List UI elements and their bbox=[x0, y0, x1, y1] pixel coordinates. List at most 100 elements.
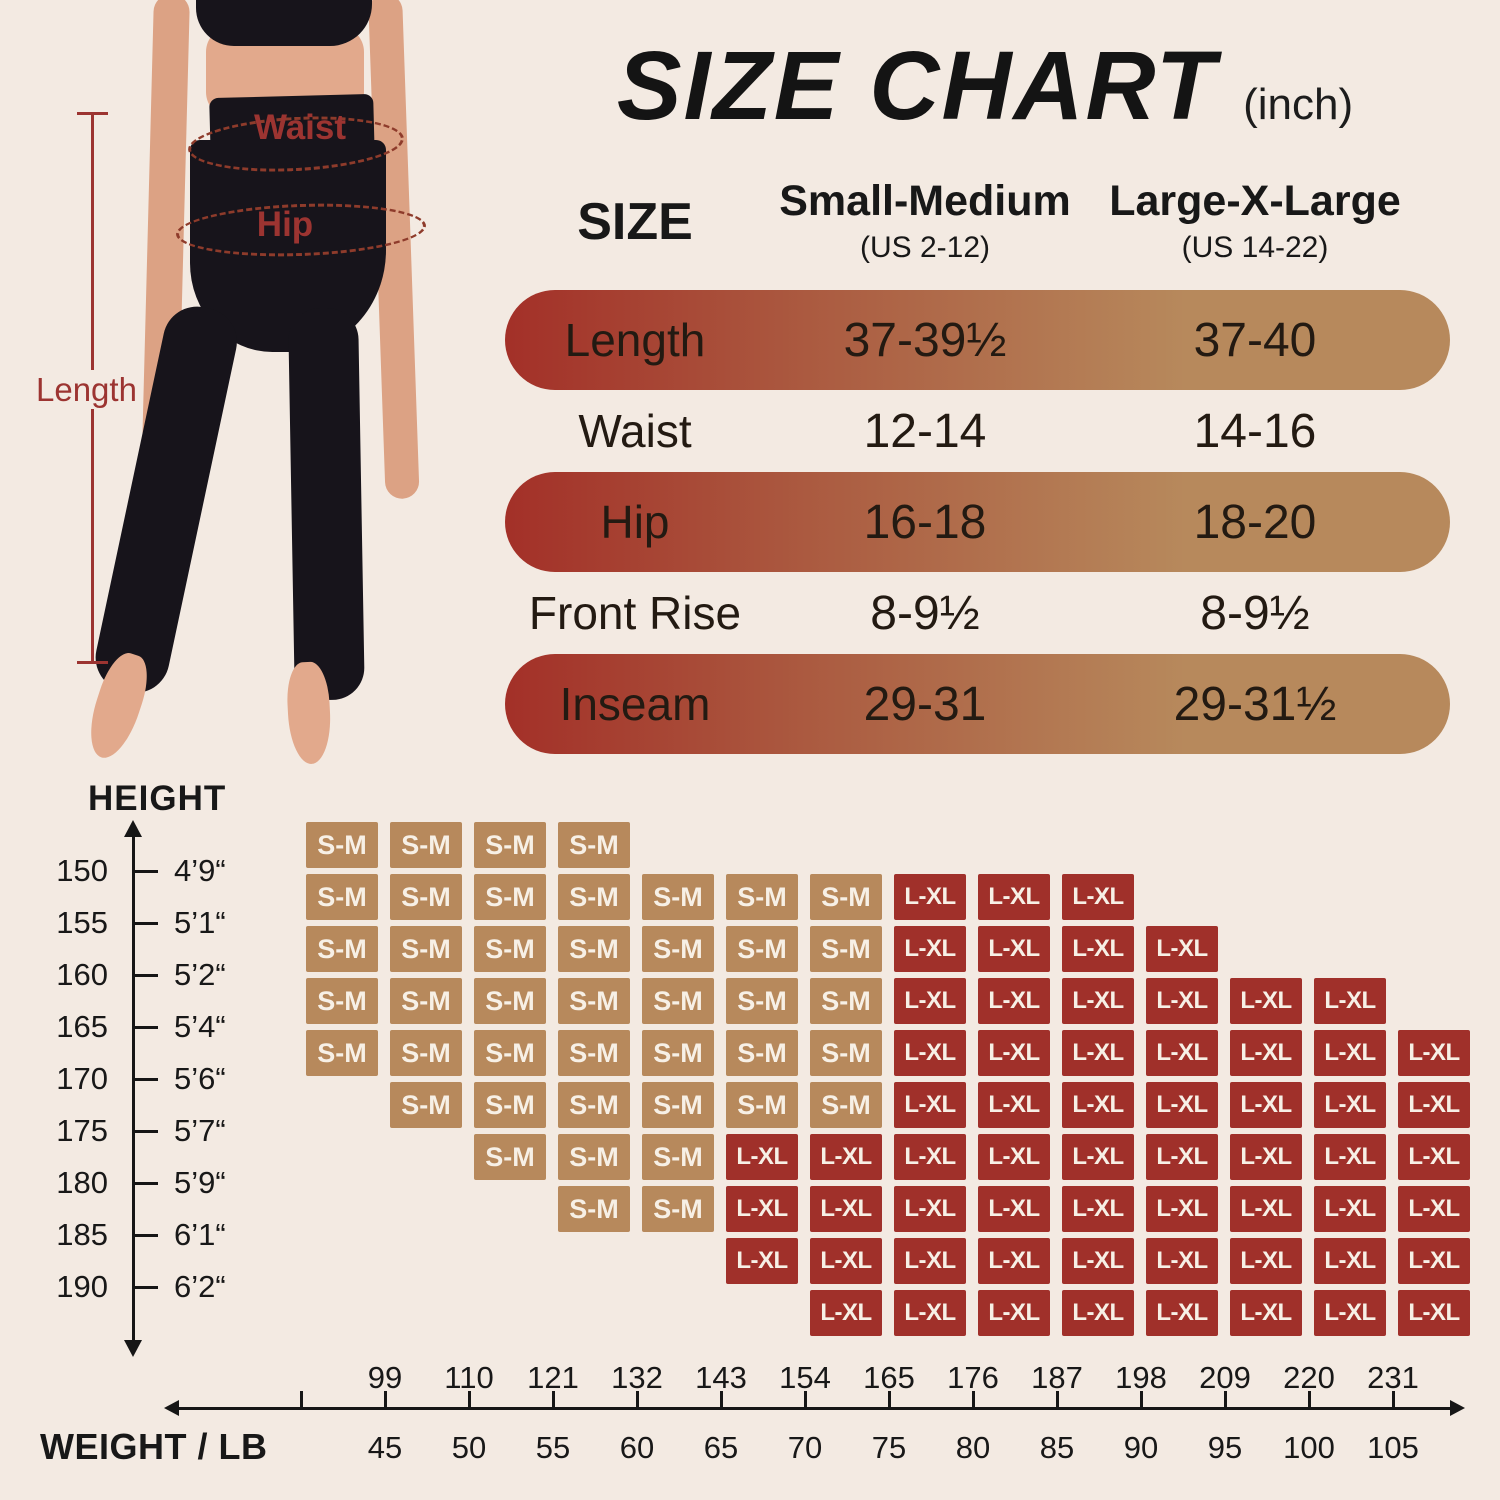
grid-cell-lxl: L-XL bbox=[1146, 978, 1218, 1024]
grid-cell-lxl: L-XL bbox=[978, 926, 1050, 972]
grid-cell-lxl: L-XL bbox=[1062, 1134, 1134, 1180]
grid-cell-empty bbox=[642, 1290, 714, 1336]
grid-cell-lxl: L-XL bbox=[1146, 1186, 1218, 1232]
model-sports-bra bbox=[196, 0, 372, 46]
col-header-size: SIZE bbox=[577, 192, 693, 251]
grid-cell-lxl: L-XL bbox=[726, 1134, 798, 1180]
height-ftin-label: 5’2“ bbox=[174, 957, 226, 992]
weight-kg-label: 55 bbox=[535, 1430, 571, 1465]
grid-cell-sm: S-M bbox=[642, 1030, 714, 1076]
height-tick-190: 190 6’2“ bbox=[45, 1261, 225, 1313]
grid-cell-lxl: L-XL bbox=[1398, 1030, 1470, 1076]
height-tick-mark bbox=[133, 1181, 158, 1185]
size-table-row-length: Length 37-39½ 37-40 bbox=[505, 290, 1450, 390]
grid-cell-lxl: L-XL bbox=[1062, 1082, 1134, 1128]
value-small-medium: 29-31 bbox=[863, 677, 987, 731]
weight-lb-label: 143 bbox=[695, 1360, 747, 1395]
grid-cell-sm: S-M bbox=[810, 926, 882, 972]
grid-cell-lxl: L-XL bbox=[978, 874, 1050, 920]
grid-cell-lxl: L-XL bbox=[1146, 1238, 1218, 1284]
grid-cell-empty bbox=[1314, 822, 1386, 868]
grid-cell-empty bbox=[390, 1134, 462, 1180]
grid-cell-sm: S-M bbox=[558, 1186, 630, 1232]
col-header-small-medium: Small-Medium (US 2-12) bbox=[765, 177, 1085, 265]
weight-kg-label: 90 bbox=[1123, 1430, 1159, 1465]
grid-cell-empty bbox=[1230, 926, 1302, 972]
height-tick-175: 175 5’7“ bbox=[45, 1105, 225, 1157]
weight-lb-label: 209 bbox=[1199, 1360, 1251, 1395]
model-right-leg bbox=[288, 307, 365, 701]
height-cm-label: 175 bbox=[56, 1113, 108, 1148]
grid-cell-lxl: L-XL bbox=[894, 1290, 966, 1336]
height-axis-title: HEIGHT bbox=[88, 779, 227, 818]
grid-cell-lxl: L-XL bbox=[1146, 1082, 1218, 1128]
grid-cell-lxl: L-XL bbox=[1398, 1186, 1470, 1232]
grid-cell-sm: S-M bbox=[810, 874, 882, 920]
weight-lb-label: 165 bbox=[863, 1360, 915, 1395]
weight-axis-arrow-right-icon bbox=[1450, 1400, 1465, 1416]
size-table-row-inseam: Inseam 29-31 29-31½ bbox=[505, 654, 1450, 754]
row-label: Waist bbox=[578, 405, 692, 457]
weight-kg-label: 65 bbox=[703, 1430, 739, 1465]
weight-kg-label: 50 bbox=[451, 1430, 487, 1465]
height-ftin-label: 4’9“ bbox=[174, 853, 226, 888]
length-line-top-cap bbox=[77, 112, 108, 115]
weight-tick-start bbox=[300, 1391, 303, 1407]
grid-cell-empty bbox=[1398, 978, 1470, 1024]
weight-tick-187 bbox=[1056, 1391, 1059, 1407]
height-axis-line bbox=[132, 834, 135, 1342]
page-title: SIZE CHART bbox=[616, 31, 1218, 140]
height-tick-mark bbox=[133, 1129, 158, 1133]
weight-tick-143 bbox=[720, 1391, 723, 1407]
waist-annotation-label: Waist bbox=[253, 108, 347, 147]
height-tick-mark bbox=[133, 1233, 158, 1237]
grid-cell-lxl: L-XL bbox=[1398, 1082, 1470, 1128]
grid-cell-empty bbox=[558, 1290, 630, 1336]
length-annotation-label: Length bbox=[36, 371, 137, 408]
weight-lb-label: 220 bbox=[1283, 1360, 1335, 1395]
size-table-body: Length 37-39½ 37-40 Waist 12-14 14-16 Hip 16-18… bbox=[505, 290, 1450, 754]
height-cm-label: 190 bbox=[56, 1269, 108, 1304]
grid-cell-lxl: L-XL bbox=[1314, 978, 1386, 1024]
weight-axis-title: WEIGHT / LB bbox=[40, 1426, 268, 1467]
weight-lb-label: 110 bbox=[444, 1360, 494, 1395]
size-table-row-front-rise: Front Rise 8-9½ 8-9½ bbox=[505, 566, 1450, 660]
size-recommendation-grid: S-M S-M S-M S-M S-M S-M S-M S-M S-M S-M S-M L-XL L-X… bbox=[306, 822, 1470, 1336]
grid-cell-lxl: L-XL bbox=[726, 1186, 798, 1232]
weight-lb-label: 198 bbox=[1115, 1360, 1167, 1395]
grid-cell-sm: S-M bbox=[390, 822, 462, 868]
grid-cell-lxl: L-XL bbox=[810, 1290, 882, 1336]
grid-cell-lxl: L-XL bbox=[894, 874, 966, 920]
grid-cell-empty bbox=[810, 822, 882, 868]
height-cm-label: 185 bbox=[56, 1217, 108, 1252]
height-ftin-label: 6’1“ bbox=[174, 1217, 226, 1252]
grid-cell-empty bbox=[726, 1290, 798, 1336]
grid-cell-lxl: L-XL bbox=[1146, 926, 1218, 972]
grid-cell-lxl: L-XL bbox=[894, 926, 966, 972]
grid-cell-lxl: L-XL bbox=[978, 1238, 1050, 1284]
grid-cell-empty bbox=[474, 1290, 546, 1336]
height-ftin-label: 5’4“ bbox=[174, 1009, 226, 1044]
height-ftin-label: 5’1“ bbox=[174, 905, 226, 940]
weight-axis-line bbox=[178, 1407, 1452, 1410]
grid-cell-sm: S-M bbox=[390, 978, 462, 1024]
grid-cell-empty bbox=[558, 1238, 630, 1284]
grid-cell-empty bbox=[894, 822, 966, 868]
grid-cell-empty bbox=[978, 822, 1050, 868]
weight-kg-label: 105 bbox=[1367, 1430, 1419, 1465]
height-cm-label: 160 bbox=[56, 957, 108, 992]
grid-cell-lxl: L-XL bbox=[1062, 1290, 1134, 1336]
grid-cell-lxl: L-XL bbox=[1062, 1238, 1134, 1284]
height-tick-160: 160 5’2“ bbox=[45, 949, 226, 1001]
grid-cell-empty bbox=[1230, 874, 1302, 920]
grid-cell-lxl: L-XL bbox=[1398, 1238, 1470, 1284]
weight-tick-132 bbox=[636, 1391, 639, 1407]
length-line-upper-segment bbox=[91, 114, 94, 370]
grid-cell-sm: S-M bbox=[642, 926, 714, 972]
grid-cell-sm: S-M bbox=[306, 978, 378, 1024]
weight-tick-154 bbox=[804, 1391, 807, 1407]
grid-cell-sm: S-M bbox=[558, 822, 630, 868]
grid-cell-lxl: L-XL bbox=[894, 1134, 966, 1180]
height-tick-mark bbox=[133, 869, 158, 873]
